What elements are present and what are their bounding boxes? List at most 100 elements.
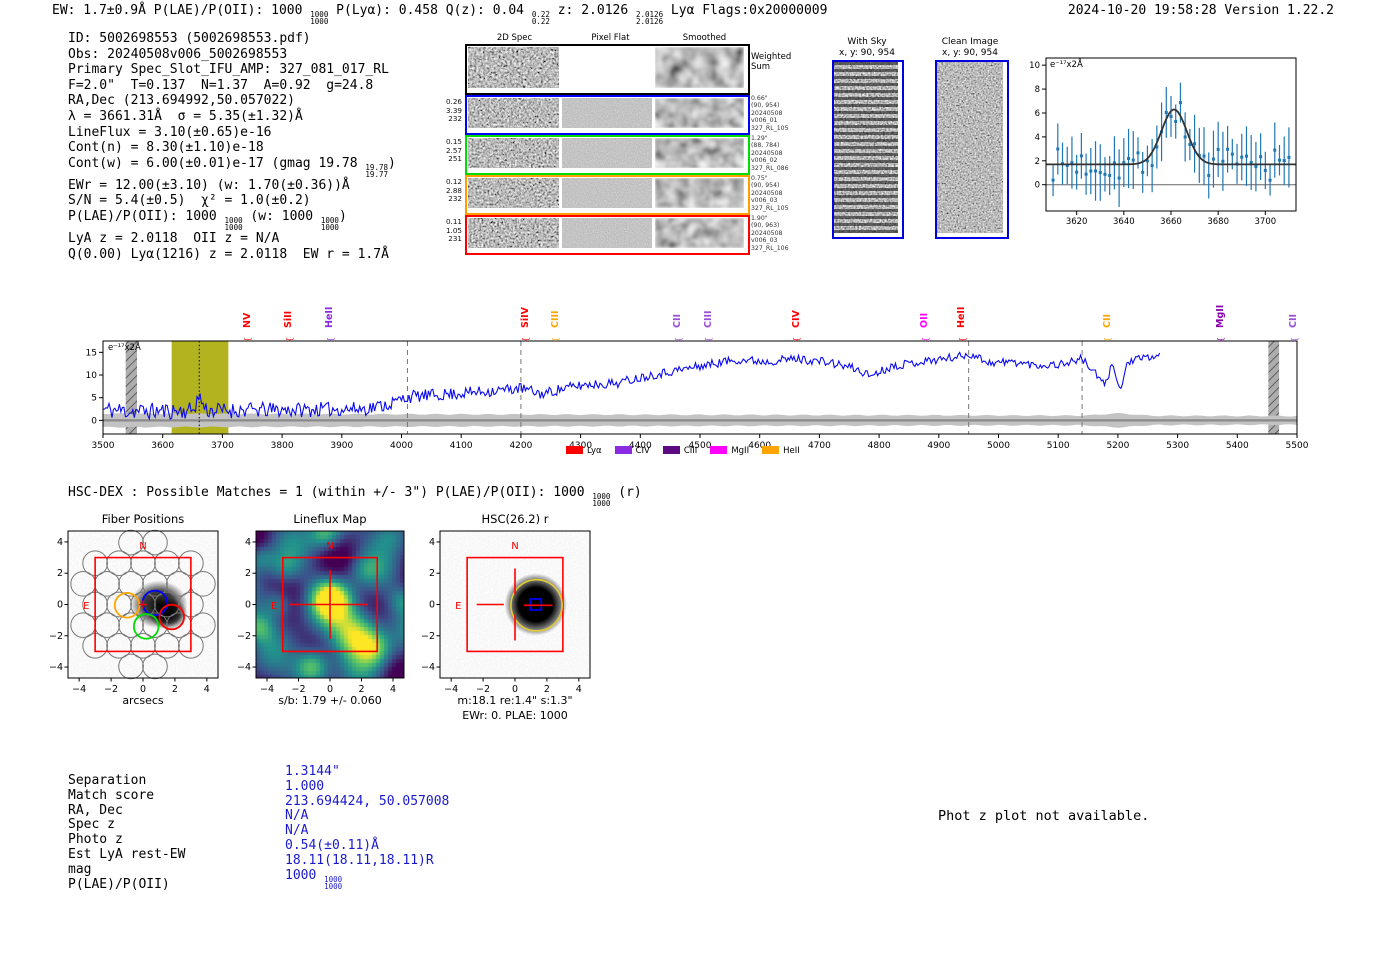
stacked-fraction: 19.78 19.77 (365, 162, 388, 179)
hsc-cutout-axes: −4 −2 0 2 4 −4 −2 0 2 4 N E (404, 521, 624, 700)
info-line: P(LAE)/P(OII): 1000 1000 1000 (w: 1000 10… (68, 208, 347, 232)
svg-text:3700: 3700 (211, 441, 234, 451)
full-spectrum-svg: 0510153500360037003800390040004100420043… (86, 340, 1309, 451)
spec2d-row-meta: 1.90" (90, 963) 20240508 v006_03 327_RL_106 (751, 215, 789, 252)
full-spectrum-plot: 0510153500360037003800390040004100420043… (80, 330, 1340, 459)
match-table-value: 18.11(18.11,18.11)R (285, 852, 434, 868)
photz-note: Phot z plot not available. (938, 808, 1150, 824)
svg-text:4: 4 (390, 684, 396, 695)
col-title-2dspec: 2D Spec (496, 33, 533, 43)
legend-swatch (662, 446, 680, 454)
info-line: F=2.0" T=0.137 N=1.37 A=0.92 g=24.8 (68, 77, 374, 93)
svg-text:4: 4 (429, 537, 435, 548)
with-sky-title: With Sky x, y: 90, 954 (839, 37, 895, 58)
svg-text:e⁻¹⁷x2Å: e⁻¹⁷x2Å (108, 341, 141, 353)
stacked-fraction: 2.0126 2.0126 (636, 10, 664, 26)
info-line: Obs: 20240508v006_5002698553 (68, 46, 288, 62)
svg-text:3620: 3620 (1066, 217, 1088, 227)
match-table-value: 0.54(±0.11)Å (285, 837, 379, 853)
spectral-line-marker-heii: HeII{ (956, 306, 968, 342)
match-table-value: 1.3144" (285, 764, 340, 779)
stacked-fraction: 1000 1000 (224, 215, 243, 232)
spec2d-fiber-row (465, 215, 750, 255)
svg-text:15: 15 (86, 348, 97, 358)
spec2d-row-stats: 0.15 2.57 251 (445, 137, 462, 164)
match-table-label: Est LyA rest-EW (68, 846, 186, 862)
match-table-values: 1.3144" 1.000 213.694424, 50.057008 N/A N/A 0… (285, 764, 450, 890)
spectral-line-marker-cii: CII{ (672, 313, 684, 342)
hsc-dex-match-line: HSC-DEX : Possible Matches = 1 (within +… (68, 485, 642, 508)
match-table-label: Spec z (68, 817, 115, 833)
legend-item-heii: HeII (762, 446, 800, 456)
svg-text:5: 5 (91, 394, 97, 404)
svg-text:2: 2 (429, 568, 435, 579)
svg-text:3660: 3660 (1160, 217, 1182, 227)
info-line: Cont(w) = 6.00(±0.01)e-17 (gmag 19.78 19… (68, 155, 396, 179)
match-table-value: 213.694424, 50.057008 (285, 793, 450, 809)
svg-text:10: 10 (1029, 61, 1040, 71)
svg-text:E: E (271, 601, 277, 612)
svg-text:0: 0 (327, 684, 333, 695)
legend-swatch (762, 446, 780, 454)
spec2d-row-stats: 0.11 1.05 231 (445, 217, 462, 244)
svg-text:3600: 3600 (151, 441, 174, 451)
svg-text:−2: −2 (292, 684, 306, 695)
info-line: S/N = 5.4(±0.5) χ² = 1.0(±0.2) (68, 193, 311, 209)
info-line: Q(0.00) Lyα(1216) z = 2.0118 EW r = 1.7Å (68, 246, 389, 262)
svg-text:−4: −4 (49, 662, 63, 673)
lineflux-xlabel: s/b: 1.79 +/- 0.060 (278, 694, 382, 707)
spec2d-row-stats: 0.12 2.88 232 (445, 177, 462, 204)
svg-text:5200: 5200 (1106, 441, 1129, 451)
svg-text:4700: 4700 (808, 441, 831, 451)
info-line: Primary Spec_Slot_IFU_AMP: 327_081_017_R… (68, 62, 389, 78)
spec2d-panel (562, 98, 652, 128)
svg-text:4500: 4500 (689, 441, 712, 451)
svg-text:5000: 5000 (987, 441, 1010, 451)
stacked-fraction: 1000 1000 (592, 492, 611, 508)
svg-text:−2: −2 (421, 631, 435, 642)
stacked-fraction: 1000 1000 (310, 10, 329, 26)
legend-item-ciii: CIII (662, 446, 697, 456)
svg-text:0: 0 (140, 684, 146, 695)
with-sky-image (832, 60, 904, 239)
svg-text:N: N (139, 541, 146, 552)
svg-text:3640: 3640 (1113, 217, 1135, 227)
spectral-line-marker-siii: SiII{ (283, 310, 295, 342)
match-table-label: RA, Dec (68, 802, 123, 818)
svg-text:e⁻¹⁷x2Å: e⁻¹⁷x2Å (1050, 58, 1083, 70)
legend-swatch (566, 446, 583, 454)
spectral-line-marker-siiv: SiIV{ (519, 307, 531, 342)
fiber-xlabel: arcsecs (122, 694, 164, 707)
svg-text:5500: 5500 (1286, 441, 1309, 451)
emission-line-zoom-svg: 0 2 4 6 8 10 3620 3640 3660 3680 3700 e⁻¹⁷x2Å (1029, 57, 1297, 227)
svg-text:−2: −2 (476, 684, 490, 695)
match-table-value: 1.000 (285, 778, 325, 794)
svg-text:−2: −2 (49, 631, 63, 642)
spec2d-weighted-sum-row (465, 44, 750, 95)
svg-text:N: N (511, 541, 518, 552)
spec2d-fiber-row (465, 135, 750, 175)
spectral-line-marker-mgii: MgII{ (1214, 304, 1226, 342)
match-table-label: mag (68, 861, 92, 877)
match-table-label: Separation (68, 773, 147, 788)
spec2d-panel (655, 138, 744, 168)
lineflux-map-axes: −4 −2 0 2 4 −4 −2 0 2 4 N E (222, 521, 437, 700)
spectral-line-marker-heii: HeII{ (324, 306, 336, 342)
spec2d-panel (468, 218, 559, 248)
svg-text:6: 6 (1035, 109, 1040, 119)
svg-text:4600: 4600 (748, 441, 771, 451)
svg-text:2: 2 (358, 684, 364, 695)
spec2d-panel (468, 138, 559, 168)
spec2d-panel (468, 98, 559, 128)
info-line: λ = 3661.31Å σ = 5.35(±1.32)Å (68, 108, 303, 124)
svg-text:3800: 3800 (271, 441, 294, 451)
svg-text:4800: 4800 (868, 441, 891, 451)
svg-text:2: 2 (245, 568, 251, 579)
svg-text:2: 2 (544, 684, 550, 695)
svg-text:2: 2 (172, 684, 178, 695)
spectral-line-marker-cii: CII{ (1288, 313, 1300, 342)
spec2d-panel (562, 178, 652, 208)
spectral-line-marker-civ: CIV{ (790, 310, 802, 342)
hsc-xlabel-2: EWr: 0. PLAE: 1000 (462, 709, 568, 722)
spectrum-legend: Lyα CIV CIII MgII HeII (566, 446, 800, 456)
